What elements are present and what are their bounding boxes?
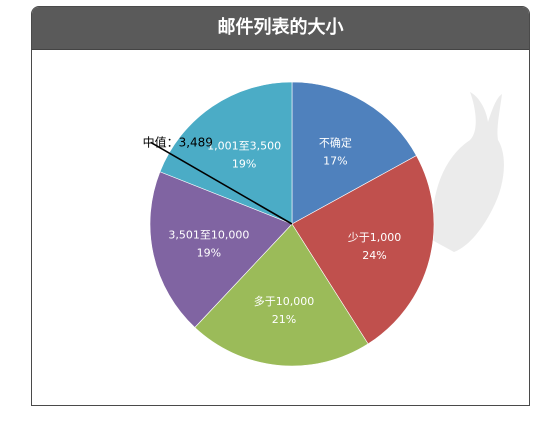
pie-slice xyxy=(291,155,435,345)
median-line xyxy=(150,141,293,225)
chart-title: 邮件列表的大小 xyxy=(217,17,344,38)
slice-label: 3,501至10,000 xyxy=(168,229,249,242)
pie-slice xyxy=(291,81,417,225)
title-bar: 邮件列表的大小 xyxy=(32,7,529,50)
slice-label: 不确定 xyxy=(319,136,352,150)
slice-percent-label: 19% xyxy=(197,247,221,260)
slice-percent-label: 21% xyxy=(272,313,296,326)
pie-slice xyxy=(194,223,369,367)
slice-percent-label: 17% xyxy=(323,155,347,168)
median-label: 中值：3,489 xyxy=(143,134,213,149)
slice-percent-label: 24% xyxy=(362,249,386,262)
pie-slice xyxy=(159,81,293,225)
slice-label: 少于1,000 xyxy=(348,231,402,244)
kangaroo-watermark-icon xyxy=(431,92,504,252)
pie-slice xyxy=(149,171,293,328)
slice-label: 1,001至3,500 xyxy=(207,140,281,153)
slice-percent-label: 19% xyxy=(232,158,256,171)
slice-label: 多于10,000 xyxy=(254,294,315,308)
